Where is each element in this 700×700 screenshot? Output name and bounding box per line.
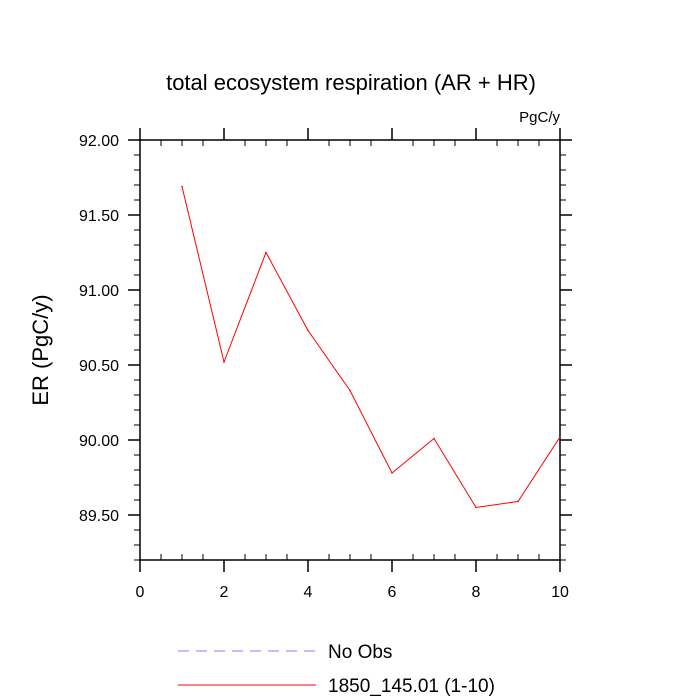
y-tick-label: 89.50 xyxy=(79,508,119,525)
chart-title: total ecosystem respiration (AR + HR) xyxy=(166,70,536,95)
legend: No Obs 1850_145.01 (1-10) xyxy=(178,642,495,697)
series-point xyxy=(181,185,183,188)
y-tick-label: 91.00 xyxy=(79,283,119,300)
series-layer xyxy=(181,185,561,509)
y-tick-label: 90.00 xyxy=(79,433,119,450)
y-axis: 89.50 90.00 90.50 91.00 91.50 92.00 xyxy=(79,133,572,525)
legend-label: No Obs xyxy=(328,642,392,663)
series-line xyxy=(181,186,561,509)
units-label: PgC/y xyxy=(519,109,560,126)
x-tick-label: 4 xyxy=(304,584,313,601)
plot-frame xyxy=(139,139,561,561)
series-point xyxy=(223,361,225,363)
series-point xyxy=(349,389,351,392)
y-tick-label: 92.00 xyxy=(79,133,119,150)
series-point xyxy=(433,437,435,440)
x-axis: 0 2 4 6 8 10 xyxy=(136,128,569,601)
y-axis-label: ER (PgC/y) xyxy=(28,294,53,405)
series-point xyxy=(391,472,393,474)
series-point xyxy=(307,329,309,332)
x-tick-label: 2 xyxy=(220,584,229,601)
series-point xyxy=(265,251,267,254)
x-tick-label: 0 xyxy=(136,584,145,601)
legend-label: 1850_145.01 (1-10) xyxy=(328,676,495,697)
minor-ticks xyxy=(134,140,566,561)
x-tick-label: 6 xyxy=(388,584,397,601)
series-point xyxy=(475,506,477,509)
x-tick-label: 10 xyxy=(551,584,569,601)
y-tick-label: 90.50 xyxy=(79,358,119,375)
series-point xyxy=(517,500,519,503)
series-point xyxy=(559,436,561,438)
x-tick-label: 8 xyxy=(472,584,481,601)
y-tick-label: 91.50 xyxy=(79,208,119,225)
